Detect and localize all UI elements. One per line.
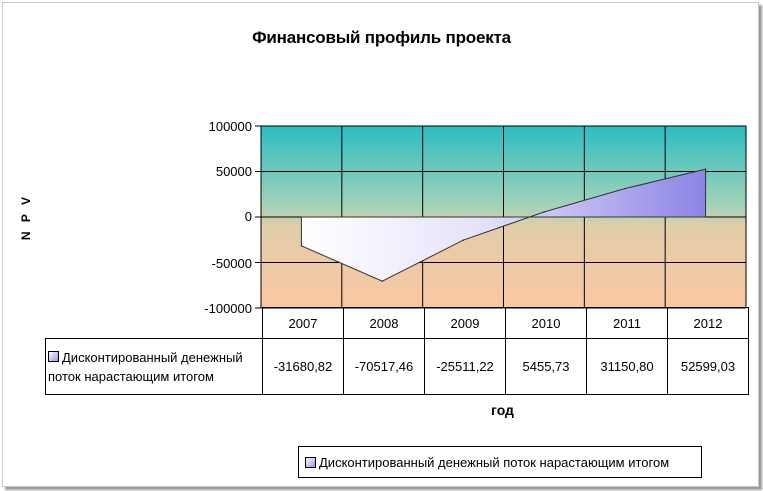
- series-name-cell: Дисконтированный денежный поток нарастаю…: [45, 338, 263, 395]
- data-point: [381, 280, 384, 282]
- data-table-value-row: Дисконтированный денежный поток нарастаю…: [45, 338, 749, 395]
- category-label: 2012: [667, 307, 749, 339]
- data-label: -31680,82: [262, 338, 344, 395]
- y-tick-label: 100000: [208, 119, 252, 134]
- data-label: 31150,80: [586, 338, 668, 395]
- data-point: [300, 245, 303, 247]
- data-label: -25511,22: [424, 338, 506, 395]
- data-point: [704, 168, 707, 170]
- y-tick-label: -50000: [211, 256, 252, 271]
- y-tick-label: 0: [244, 209, 252, 224]
- legend-entry: Дисконтированный денежный поток нарастаю…: [319, 454, 670, 470]
- legend: Дисконтированный денежный поток нарастаю…: [298, 446, 702, 478]
- category-label: 2011: [586, 307, 668, 339]
- data-point: [543, 211, 545, 213]
- data-label: -70517,46: [343, 338, 425, 395]
- data-label: 5455,73: [505, 338, 587, 395]
- data-table-header-row: 2007 2008 2009 2010 2011 2012: [45, 307, 749, 339]
- data-label: 52599,03: [667, 338, 749, 395]
- category-label: 2010: [505, 307, 587, 339]
- legend-key-icon: [305, 456, 316, 468]
- data-point: [623, 187, 626, 190]
- category-label: 2009: [424, 307, 506, 339]
- y-tick-label: 50000: [215, 164, 252, 179]
- data-table: 2007 2008 2009 2010 2011 2012 Дисконтиро…: [45, 307, 749, 395]
- series-name: Дисконтированный денежный поток нарастаю…: [48, 349, 243, 384]
- data-point: [462, 239, 464, 242]
- chart-title: Финансовый профиль проекта: [252, 28, 511, 47]
- category-label: 2008: [343, 307, 425, 339]
- x-axis-label: год: [491, 402, 514, 418]
- series-area: [300, 168, 707, 282]
- series-key-icon: [48, 350, 59, 362]
- category-label: 2007: [262, 307, 344, 339]
